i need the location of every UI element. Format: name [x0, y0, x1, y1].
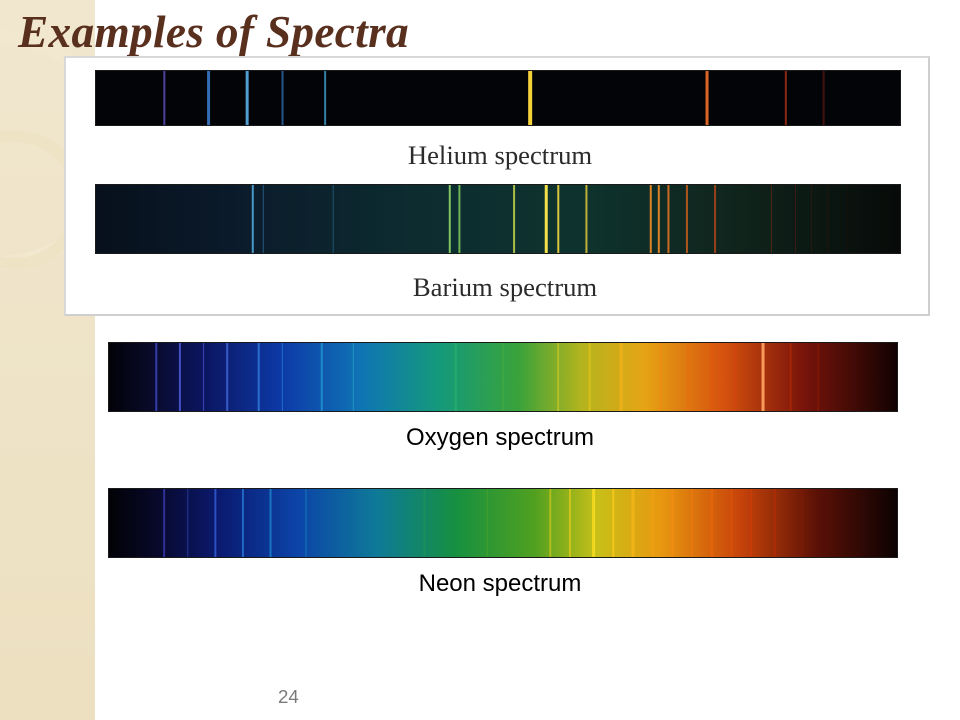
oxygen_label: Oxygen spectrum	[400, 424, 600, 452]
barium_label: Barium spectrum	[390, 272, 620, 303]
neon_label: Neon spectrum	[415, 570, 585, 598]
barium-spectrum	[95, 184, 901, 254]
helium_label: Helium spectrum	[390, 140, 610, 171]
neon-spectrum	[108, 488, 898, 558]
page-number: 24	[278, 686, 299, 708]
slide: Examples of Spectra Helium spectrum Bariu…	[0, 0, 960, 720]
slide-title: Examples of Spectra	[18, 6, 409, 58]
helium-spectrum	[95, 70, 901, 126]
oxygen-spectrum	[108, 342, 898, 412]
